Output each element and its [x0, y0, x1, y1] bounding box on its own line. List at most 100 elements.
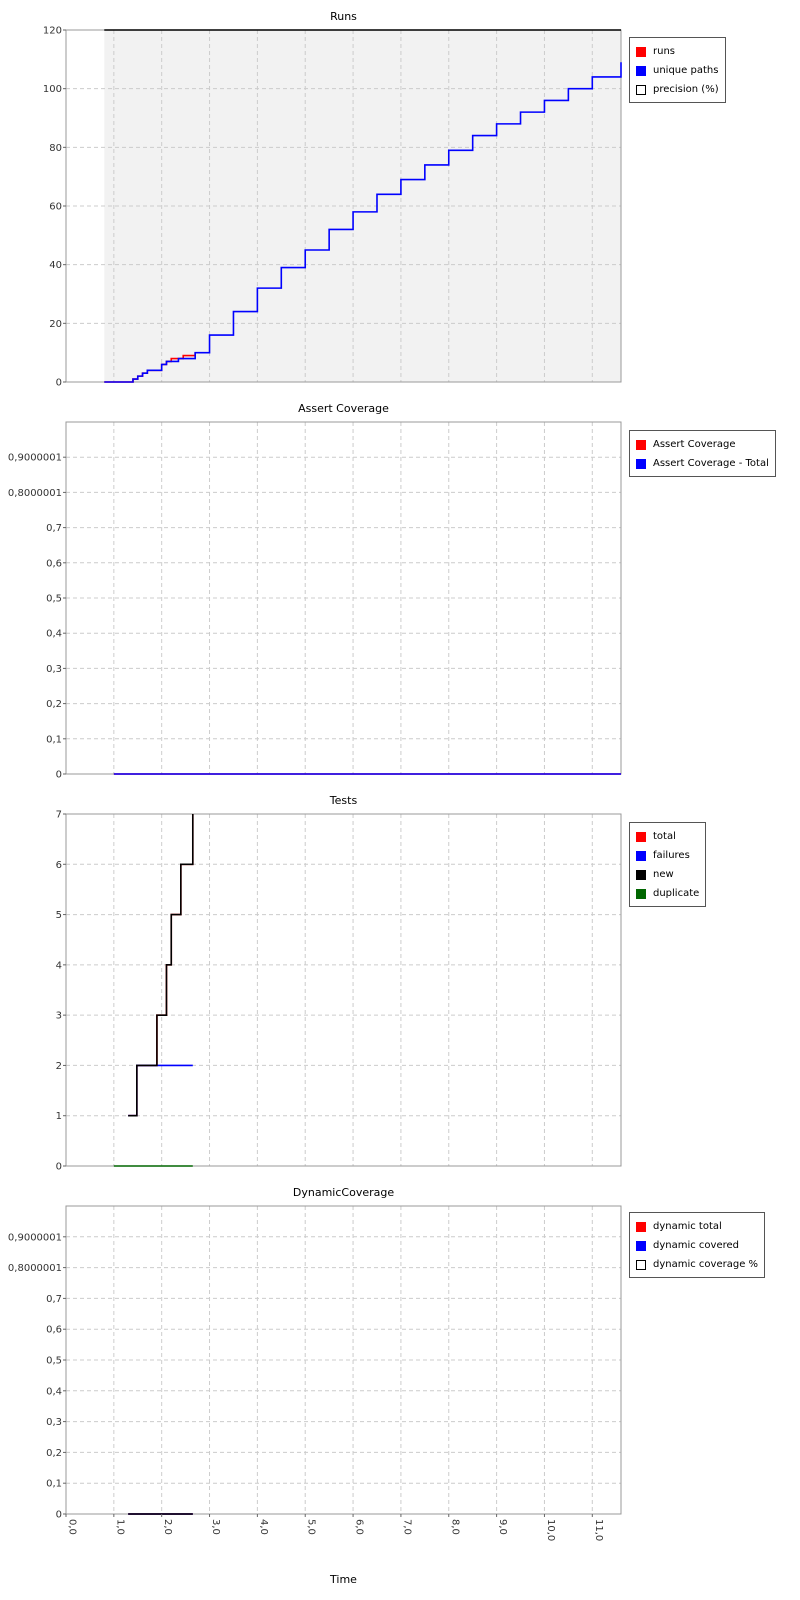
legend-item-dynamic-total: dynamic total	[636, 1217, 758, 1236]
y-tick-label: 80	[49, 143, 62, 154]
legend-dynamiccoverage: dynamic total dynamic covered dynamic cove…	[629, 1212, 766, 1278]
legend-assert-coverage: Assert Coverage Assert Coverage - Total	[629, 430, 776, 477]
legend-item-dynamic-coverage: dynamic coverage %	[636, 1255, 758, 1274]
series-unique-paths-line	[104, 62, 622, 383]
chart-tests: Tests 0 1 2 3 4 5 6 7	[56, 794, 622, 1173]
y-tick-label: 0,6	[46, 558, 62, 569]
legend-swatch	[636, 439, 646, 450]
y-tick-label: 6	[56, 860, 62, 871]
legend-swatch	[636, 84, 646, 95]
x-tick-label: 0,0	[67, 1519, 78, 1535]
y-tick-label: 0	[56, 1162, 62, 1173]
y-tick-label: 0,4	[46, 1386, 62, 1397]
x-tick-label: 4,0	[258, 1519, 269, 1535]
y-tick-label: 100	[43, 84, 62, 95]
legend-swatch	[636, 869, 646, 880]
y-tick-label: 0,5	[46, 1356, 62, 1367]
x-tick-label: 10,0	[545, 1519, 556, 1541]
plot-area	[66, 814, 621, 1166]
y-tick-label: 0,6	[46, 1325, 62, 1336]
x-tick-label: 6,0	[354, 1519, 365, 1535]
legend-label: unique paths	[653, 65, 719, 76]
legend-label: failures	[653, 850, 690, 861]
y-tick-label: 0,9000001	[8, 453, 62, 464]
y-tick-label: 120	[43, 26, 62, 37]
y-tick-label: 0	[56, 1510, 62, 1521]
y-tick-label: 0,1	[46, 734, 62, 745]
legend-swatch	[636, 458, 646, 469]
chart-runs: Runs 0 20 40 60 80 100 120	[43, 10, 622, 389]
legend-swatch	[636, 888, 646, 899]
y-tick-label: 0,5	[46, 594, 62, 605]
plot-border	[65, 813, 622, 1167]
legend-tests: total failures new duplicate	[629, 822, 707, 907]
chart-title: Tests	[329, 794, 358, 807]
y-tick-label: 1	[56, 1111, 62, 1122]
y-tick-label: 0,9000001	[8, 1232, 62, 1243]
x-tick-label: 7,0	[401, 1519, 412, 1535]
legend-item-failures: failures	[636, 846, 699, 865]
legend-item-unique-paths: unique paths	[636, 61, 719, 80]
legend-swatch	[636, 46, 646, 57]
y-tick-label: 40	[49, 260, 62, 271]
y-tick-label: 4	[56, 960, 62, 971]
y-tick-label: 0,7	[46, 523, 62, 534]
legend-item-new: new	[636, 865, 699, 884]
legend-swatch	[636, 1259, 646, 1270]
legend-label: duplicate	[653, 888, 700, 899]
legend-label: total	[653, 831, 676, 842]
legend-swatch	[636, 831, 646, 842]
y-tick-label: 0	[56, 378, 62, 389]
legend-label: Assert Coverage	[653, 439, 736, 450]
legend-swatch	[636, 850, 646, 861]
legend-label: runs	[653, 46, 675, 57]
legend-label: dynamic total	[653, 1221, 722, 1232]
legend-item-total: total	[636, 827, 699, 846]
legend-item-precision: precision (%)	[636, 80, 719, 99]
legend-item-duplicate: duplicate	[636, 884, 699, 903]
x-tick-label: 8,0	[449, 1519, 460, 1535]
legend-item-assert-coverage: Assert Coverage	[636, 435, 769, 454]
y-tick-label: 60	[49, 202, 62, 213]
x-tick-label: 11,0	[593, 1519, 604, 1541]
y-tick-label: 0,8000001	[8, 488, 62, 499]
chart-title: DynamicCoverage	[293, 1186, 394, 1199]
chart-title: Assert Coverage	[298, 402, 389, 415]
y-tick-label: 0,4	[46, 629, 62, 640]
y-tick-label: 0,2	[46, 699, 62, 710]
legend-label: dynamic coverage %	[653, 1259, 759, 1270]
x-tick-label: 9,0	[497, 1519, 508, 1535]
y-tick-label: 3	[56, 1011, 62, 1022]
legend-label: precision (%)	[653, 84, 719, 95]
y-tick-label: 0,2	[46, 1448, 62, 1459]
chart-title: Runs	[330, 10, 357, 23]
legend-swatch	[636, 1221, 646, 1232]
y-tick-label: 0,8000001	[8, 1263, 62, 1274]
y-tick-label: 0,1	[46, 1479, 62, 1490]
chart-dynamiccoverage: DynamicCoverage 0 0,1 0,2 0,3 0,4 0,5 0,6 0,7 0,8…	[8, 1186, 622, 1586]
legend-swatch	[636, 65, 646, 76]
chart-assert-coverage: Assert Coverage 0 0,1 0,2 0,3 0,4 0,5 0,6 0,7 0,8…	[8, 402, 622, 781]
y-tick-label: 0,3	[46, 1417, 62, 1428]
series-new-line	[128, 814, 194, 1117]
legend-item-runs: runs	[636, 42, 719, 61]
legend-label: new	[653, 869, 674, 880]
x-tick-label: 1,0	[114, 1519, 125, 1535]
y-tick-label: 7	[56, 810, 62, 821]
legend-label: Assert Coverage - Total	[653, 458, 769, 469]
legend-label: dynamic covered	[653, 1240, 740, 1251]
legend-item-assert-coverage-total: Assert Coverage - Total	[636, 454, 769, 473]
x-tick-label: 5,0	[306, 1519, 317, 1535]
y-tick-label: 0,7	[46, 1294, 62, 1305]
legend-runs: runs unique paths precision (%)	[629, 37, 726, 103]
legend-swatch	[636, 1240, 646, 1251]
x-tick-label: 3,0	[210, 1519, 221, 1535]
y-tick-label: 20	[49, 319, 62, 330]
y-tick-label: 0,3	[46, 664, 62, 675]
y-tick-label: 0	[56, 770, 62, 781]
y-tick-label: 5	[56, 910, 62, 921]
x-tick-label: 2,0	[162, 1519, 173, 1535]
legend-item-dynamic-covered: dynamic covered	[636, 1236, 758, 1255]
